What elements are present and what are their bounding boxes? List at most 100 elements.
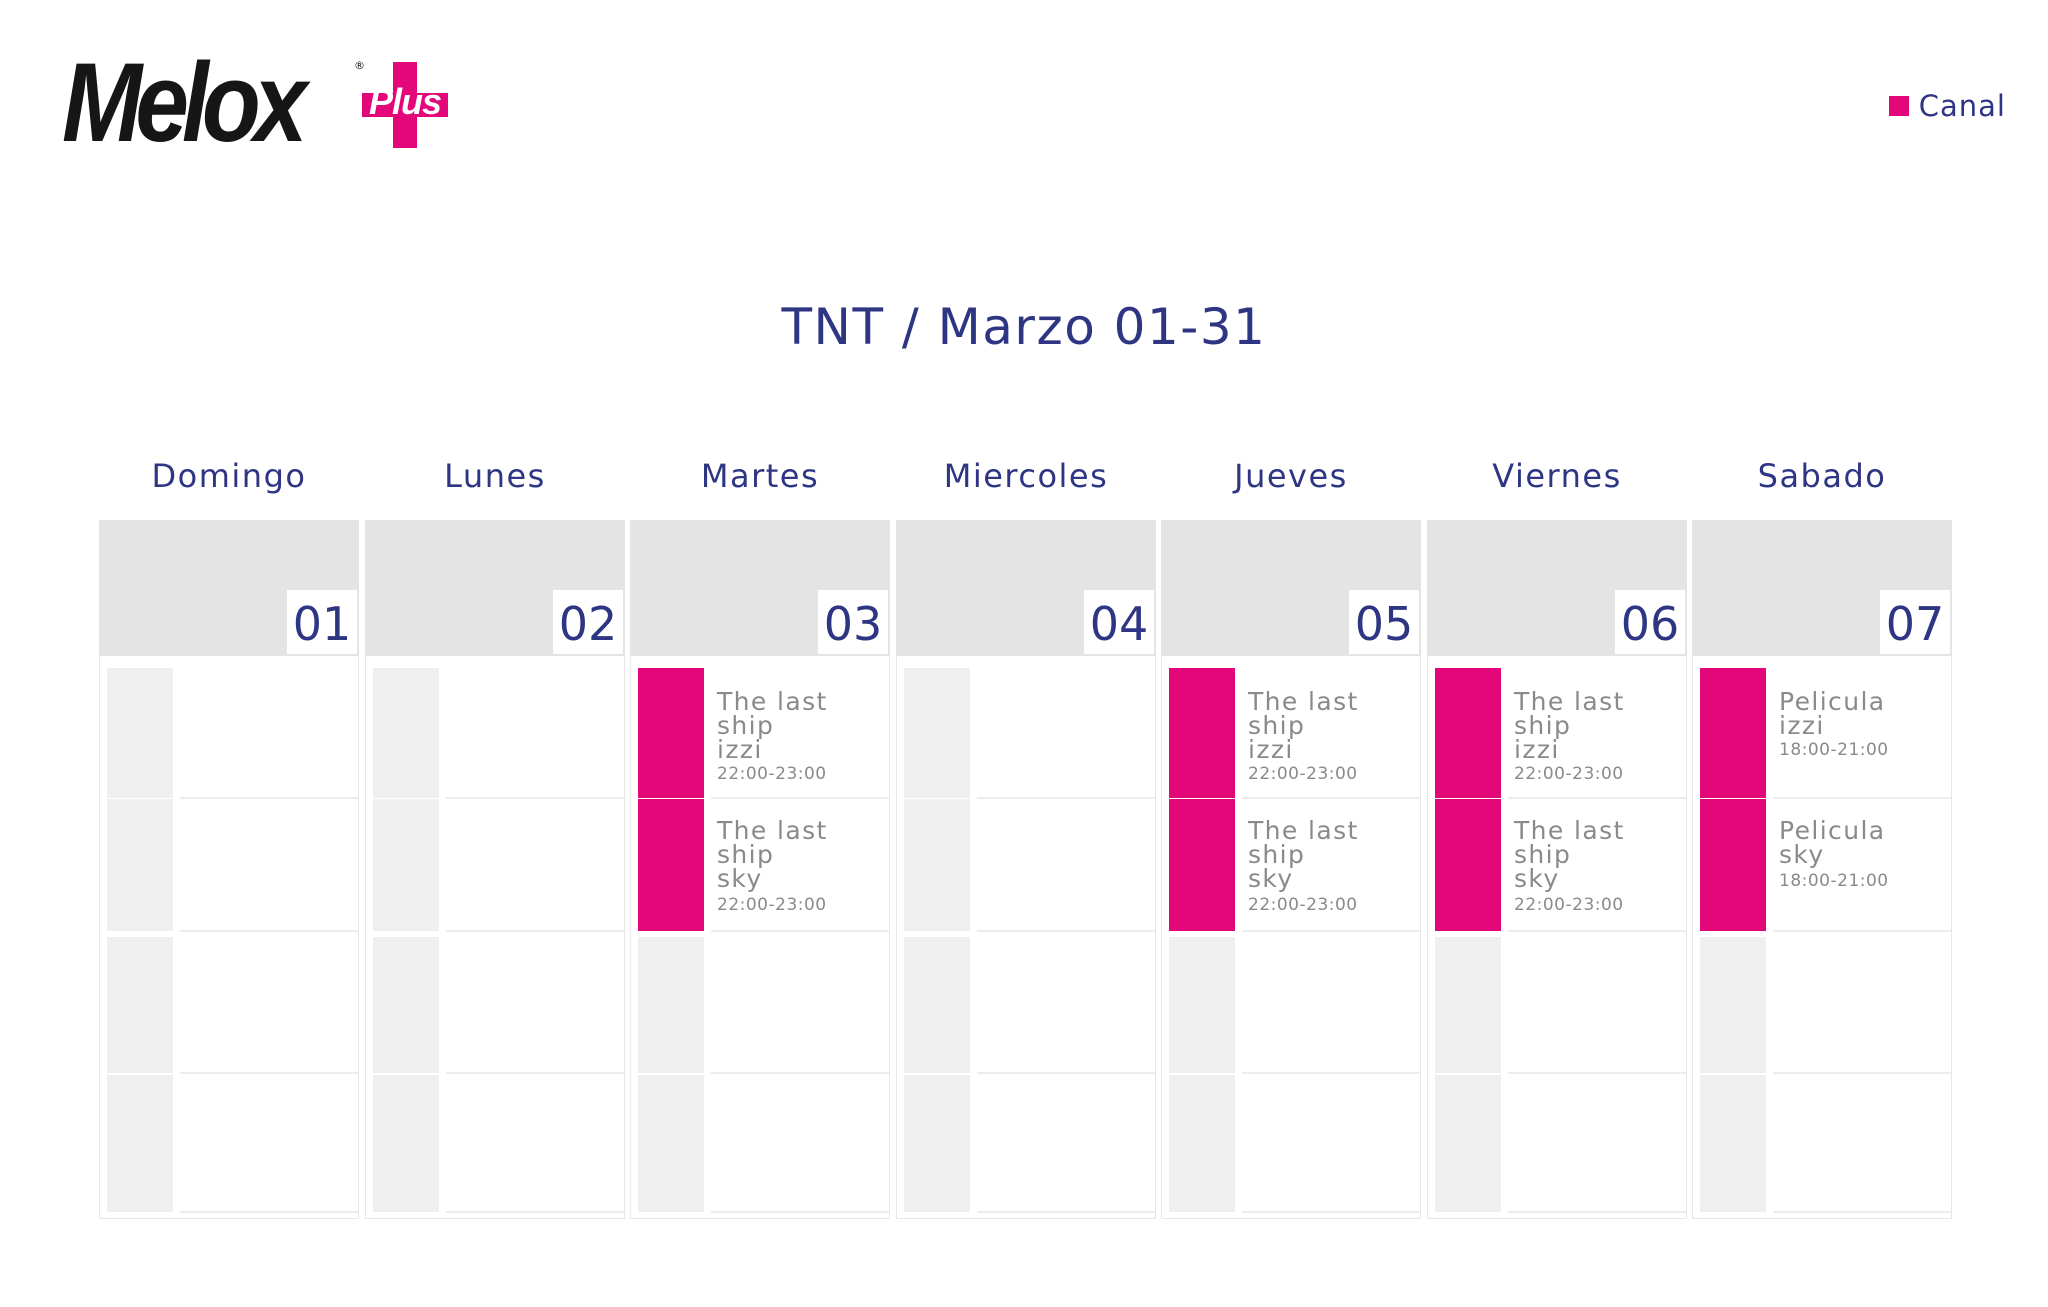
slot-placeholder — [107, 1075, 173, 1212]
day-header: 03 — [630, 520, 890, 656]
slot-placeholder — [373, 799, 439, 931]
day-name: Jueves — [1234, 457, 1348, 495]
program-time: 18:00-21:00 — [1779, 871, 1889, 891]
day-date: 02 — [553, 590, 623, 654]
slot-placeholder — [107, 937, 173, 1073]
program-slot[interactable]: Pelicula izzi 18:00-21:00 — [1693, 668, 1951, 799]
program-slot[interactable]: The last ship izzi 22:00-23:00 — [1162, 668, 1420, 799]
day-date: 03 — [818, 590, 888, 654]
legend-swatch — [1888, 96, 1909, 116]
page-title: TNT / Marzo 01-31 — [781, 298, 1267, 356]
program-slot[interactable]: The last ship sky 22:00-23:00 — [1428, 799, 1686, 932]
legend: Canal — [1888, 86, 2006, 126]
day-body: The last ship izzi 22:00-23:00 The last sh… — [1427, 656, 1687, 1219]
legend-label: Canal — [1918, 89, 2006, 123]
slot-placeholder — [1435, 937, 1501, 1073]
program-slot[interactable]: The last ship izzi 22:00-23:00 — [631, 668, 889, 799]
empty-slot — [100, 1075, 358, 1213]
program-slot[interactable]: Pelicula sky 18:00-21:00 — [1693, 799, 1951, 932]
slot-divider — [446, 1211, 624, 1213]
day-header: 07 — [1692, 520, 1952, 656]
day-column: Domingo 01 — [99, 457, 359, 1220]
empty-slot — [1162, 1075, 1420, 1213]
channel-color-block — [1169, 799, 1235, 931]
empty-slot — [366, 937, 624, 1074]
channel-color-block — [1169, 668, 1235, 798]
program-title: The last ship sky — [717, 816, 828, 893]
day-body — [896, 656, 1156, 1219]
slot-divider — [1773, 797, 1951, 799]
day-column: Viernes 06 The last ship izzi 22:00-23:00 Th… — [1427, 457, 1687, 1220]
program-title: The last ship sky — [1514, 816, 1625, 893]
slot-divider — [711, 930, 889, 932]
slot-divider — [977, 930, 1155, 932]
slot-divider — [180, 797, 358, 799]
empty-slot — [897, 937, 1155, 1074]
channel-color-block — [1435, 799, 1501, 931]
empty-slot — [897, 1075, 1155, 1213]
slot-divider — [1242, 930, 1420, 932]
program-title: The last ship sky — [1248, 816, 1359, 893]
day-date: 07 — [1880, 590, 1950, 654]
slot-placeholder — [107, 668, 173, 798]
slot-placeholder — [1169, 937, 1235, 1073]
brand-logo: Melox ® Plus — [62, 40, 448, 165]
day-body — [99, 656, 359, 1219]
empty-slot — [100, 799, 358, 932]
slot-divider — [1508, 1072, 1686, 1074]
day-column: Sabado 07 Pelicula izzi 18:00-21:00 Pelicula… — [1692, 457, 1952, 1220]
slot-divider — [1508, 797, 1686, 799]
slot-divider — [446, 797, 624, 799]
program-slot[interactable]: The last ship sky 22:00-23:00 — [631, 799, 889, 932]
day-header: 02 — [365, 520, 625, 656]
registered-mark: ® — [354, 59, 365, 72]
program-title: The last ship izzi — [717, 687, 828, 764]
slot-divider — [1773, 930, 1951, 932]
slot-placeholder — [904, 937, 970, 1073]
slot-divider — [1773, 1211, 1951, 1213]
day-date: 01 — [287, 590, 357, 654]
slot-placeholder — [107, 799, 173, 931]
program-time: 22:00-23:00 — [1514, 764, 1624, 784]
program-time: 22:00-23:00 — [1248, 895, 1358, 915]
program-title: Pelicula sky — [1779, 816, 1886, 869]
slot-divider — [977, 1211, 1155, 1213]
slot-divider — [180, 930, 358, 932]
channel-color-block — [1435, 668, 1501, 798]
slot-placeholder — [1700, 1075, 1766, 1212]
slot-placeholder — [904, 799, 970, 931]
program-slot[interactable]: The last ship izzi 22:00-23:00 — [1428, 668, 1686, 799]
day-header: 04 — [896, 520, 1156, 656]
day-name: Miercoles — [943, 457, 1109, 495]
slot-placeholder — [373, 1075, 439, 1212]
day-body: Pelicula izzi 18:00-21:00 Pelicula sky 18:0… — [1692, 656, 1952, 1219]
day-column: Jueves 05 The last ship izzi 22:00-23:00 The… — [1161, 457, 1421, 1220]
day-header: 05 — [1161, 520, 1421, 656]
day-body: The last ship izzi 22:00-23:00 The last sh… — [1161, 656, 1421, 1219]
day-name: Lunes — [444, 457, 546, 495]
day-date: 06 — [1615, 590, 1685, 654]
channel-color-block — [1700, 799, 1766, 931]
empty-slot — [1693, 1075, 1951, 1213]
slot-divider — [1508, 930, 1686, 932]
channel-color-block — [638, 799, 704, 931]
program-time: 18:00-21:00 — [1779, 740, 1889, 760]
day-column: Martes 03 The last ship izzi 22:00-23:00 The… — [630, 457, 890, 1220]
empty-slot — [1428, 1075, 1686, 1213]
slot-divider — [1242, 797, 1420, 799]
empty-slot — [366, 668, 624, 799]
empty-slot — [897, 668, 1155, 799]
day-header: 06 — [1427, 520, 1687, 656]
brand-badge: Plus — [368, 81, 442, 122]
empty-slot — [366, 1075, 624, 1213]
program-slot[interactable]: The last ship sky 22:00-23:00 — [1162, 799, 1420, 932]
day-name: Domingo — [151, 457, 307, 495]
brand-name: Melox — [62, 40, 307, 165]
empty-slot — [1693, 937, 1951, 1074]
day-date: 05 — [1349, 590, 1419, 654]
slot-placeholder — [638, 1075, 704, 1212]
slot-divider — [1242, 1211, 1420, 1213]
day-name: Martes — [700, 457, 820, 495]
slot-divider — [446, 1072, 624, 1074]
program-title: The last ship izzi — [1248, 687, 1359, 764]
